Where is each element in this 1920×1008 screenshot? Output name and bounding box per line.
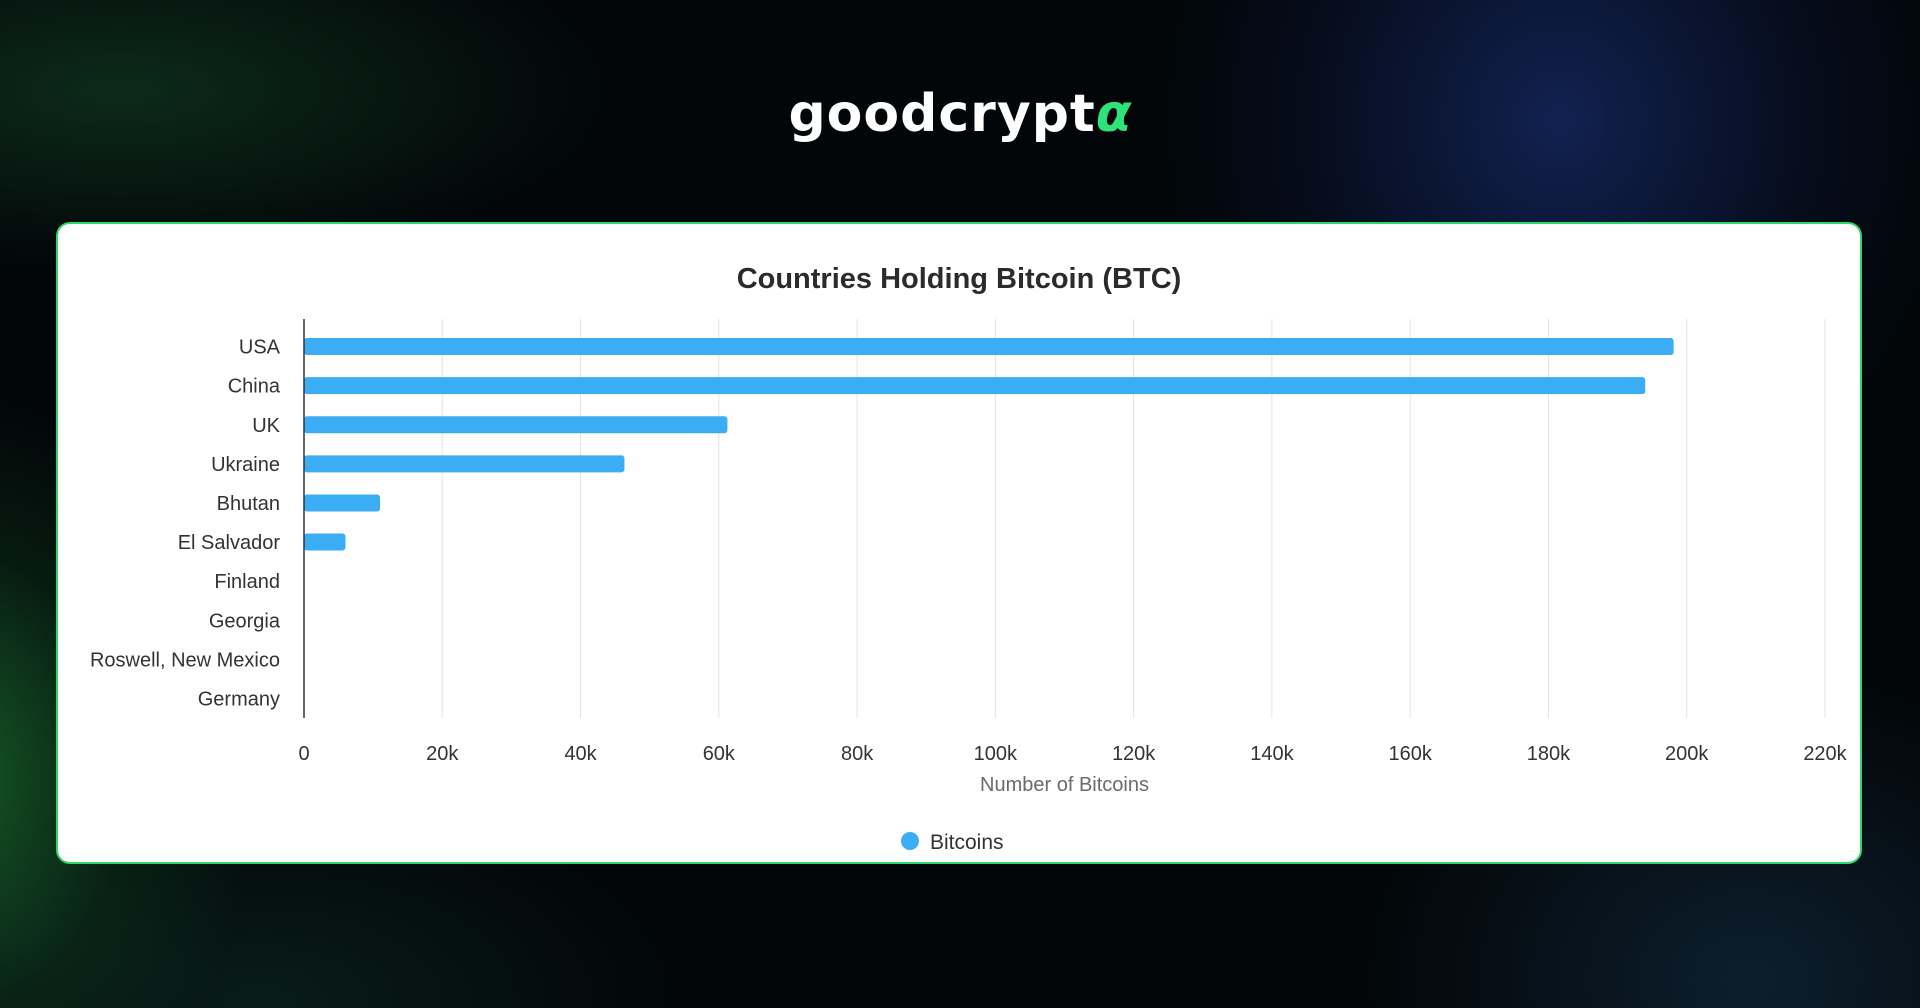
category-label: Georgia	[209, 610, 281, 632]
bar[interactable]	[304, 377, 1646, 395]
bar[interactable]	[304, 455, 625, 473]
legend-marker	[901, 832, 919, 850]
chart-title: Countries Holding Bitcoin (BTC)	[737, 263, 1182, 295]
x-tick-label: 20k	[426, 743, 459, 765]
x-tick-label: 220k	[1803, 743, 1847, 765]
x-tick-label: 0	[298, 743, 309, 765]
brand-logo: goodcryptα	[0, 84, 1920, 144]
bar-chart: Countries Holding Bitcoin (BTC) USA China…	[90, 263, 1848, 854]
bars	[304, 338, 1674, 551]
x-tick-label: 80k	[841, 743, 874, 765]
bar[interactable]	[304, 494, 381, 512]
x-tick-labels: 0 20k 40k 60k 80k 100k 120k 140k 160k 180k 200k 220…	[298, 743, 1847, 765]
x-axis-title: Number of Bitcoins	[980, 774, 1149, 796]
bar[interactable]	[304, 416, 728, 434]
x-tick-label: 160k	[1388, 743, 1432, 765]
category-label: Roswell, New Mexico	[90, 649, 280, 671]
category-label: UK	[252, 415, 280, 437]
category-label: Ukraine	[211, 454, 280, 476]
x-tick-label: 40k	[564, 743, 597, 765]
category-label: Finland	[214, 571, 280, 593]
bar[interactable]	[304, 338, 1674, 356]
chart-card: Countries Holding Bitcoin (BTC) USA China…	[56, 222, 1862, 864]
logo-text: goodcrypt	[788, 84, 1096, 144]
logo-mark: α	[1095, 84, 1132, 144]
x-tick-label: 180k	[1527, 743, 1571, 765]
category-label: Germany	[198, 688, 280, 710]
category-labels: USA China UK Ukraine Bhutan El Salvador Finlan…	[90, 337, 281, 711]
legend[interactable]: Bitcoins	[901, 831, 1004, 854]
category-label: USA	[239, 337, 281, 359]
legend-label: Bitcoins	[930, 831, 1004, 854]
x-tick-label: 60k	[703, 743, 736, 765]
bar[interactable]	[304, 533, 346, 551]
category-label: China	[228, 376, 281, 398]
x-tick-label: 100k	[974, 743, 1018, 765]
x-tick-label: 140k	[1250, 743, 1294, 765]
x-tick-label: 200k	[1665, 743, 1709, 765]
x-tick-label: 120k	[1112, 743, 1156, 765]
category-label: El Salvador	[178, 532, 281, 554]
category-label: Bhutan	[217, 493, 280, 515]
